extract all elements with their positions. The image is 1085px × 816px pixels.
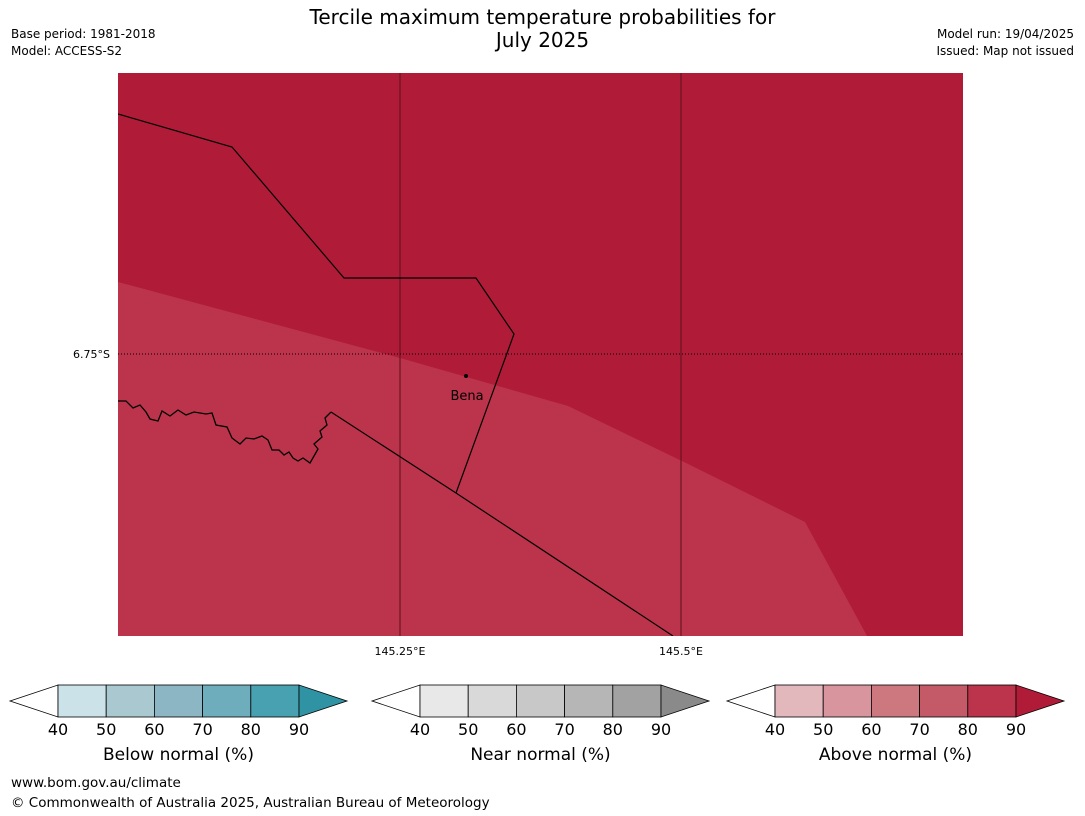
colorbar-below-normal-extend-high (298, 684, 349, 718)
legend-title-above-normal: Above normal (%) (818, 745, 973, 765)
colorbar-near-normal-segment-70 (564, 684, 614, 718)
colorbar-above-normal-tick: 50 (813, 720, 834, 739)
issued-status: Issued: Map not issued (936, 44, 1074, 58)
colorbar-near-normal-segment-60 (516, 684, 566, 718)
colorbar-above-normal-segment-60 (871, 684, 921, 718)
colorbar-near-normal-tick: 80 (602, 720, 623, 739)
footer-website[interactable]: www.bom.gov.au/climate (11, 775, 181, 791)
colorbar-below-normal-segment-80 (250, 684, 300, 718)
colorbar-near-normal-extend-low (370, 684, 421, 718)
meta-right: Model run: 19/04/2025 Issued: Map not is… (936, 26, 1074, 60)
colorbar-near-normal-tick: 40 (409, 720, 431, 739)
colorbar-below-normal-segment-60 (153, 684, 203, 718)
colorbar-below-normal-tick: 40 (47, 720, 69, 739)
colorbar-near-normal-tick: 70 (554, 720, 575, 739)
colorbar-below-normal-tick: 60 (144, 720, 165, 739)
legend-title-below-normal: Below normal (%) (103, 745, 254, 765)
colorbar-below-normal-segment-40 (57, 684, 107, 718)
colorbar-above-normal-tick: 80 (957, 720, 978, 739)
province-boundary-south (330, 411, 674, 636)
colorbar-near-normal-tick: 50 (458, 720, 479, 739)
legend-title-near-normal: Near normal (%) (470, 745, 611, 765)
probability-region-80-90 (118, 282, 867, 636)
colorbar-above-normal-segment-50 (822, 684, 872, 718)
colorbars (8, 684, 1066, 718)
model-name: Model: ACCESS-S2 (11, 44, 123, 58)
colorbar-above-normal-tick: 60 (861, 720, 882, 739)
colorbar-near-normal-segment-50 (467, 684, 517, 718)
meta-left: Base period: 1981-2018 Model: ACCESS-S2 (11, 26, 156, 60)
title-line-1: Tercile maximum temperature probabilitie… (309, 5, 776, 29)
colorbar-above-normal-segment-40 (774, 684, 824, 718)
colorbar-near-normal-segment-40 (419, 684, 469, 718)
latitude-label: 6.75°S (73, 348, 110, 361)
model-run: Model run: 19/04/2025 (936, 27, 1074, 41)
map-area (118, 73, 963, 636)
colorbar-below-normal-tick: 70 (192, 720, 213, 739)
colorbar-above-normal-tick: 40 (764, 720, 786, 739)
colorbar-above-normal-tick: 70 (909, 720, 930, 739)
colorbar-above-normal-extend-high (1015, 684, 1066, 718)
base-period: Base period: 1981-2018 (11, 27, 156, 41)
coastline-river (118, 400, 332, 464)
province-boundary-north (118, 113, 515, 494)
colorbar-below-normal-tick: 50 (96, 720, 117, 739)
footer-copyright: © Commonwealth of Australia 2025, Austra… (11, 795, 490, 811)
map-title: Tercile maximum temperature probabilitie… (0, 6, 1085, 52)
colorbar-below-normal-extend-low (8, 684, 59, 718)
colorbar-below-normal-segment-70 (202, 684, 252, 718)
colorbar-below-normal-tick: 80 (240, 720, 261, 739)
colorbar-below-normal-tick: 90 (288, 720, 310, 739)
title-line-2: July 2025 (495, 28, 590, 52)
colorbar-near-normal-segment-80 (612, 684, 662, 718)
colorbar-below-normal-segment-50 (105, 684, 155, 718)
longitude-label-145-25: 145.25°E (375, 645, 426, 658)
colorbar-near-normal-tick: 90 (650, 720, 672, 739)
colorbar-above-normal-tick: 90 (1005, 720, 1027, 739)
colorbar-near-normal-tick: 60 (506, 720, 527, 739)
place-label-bena: Bena (450, 389, 483, 404)
colorbar-above-normal-segment-70 (919, 684, 969, 718)
colorbar-near-normal-extend-high (660, 684, 711, 718)
bena-location-marker (464, 374, 468, 378)
colorbar-above-normal-extend-low (725, 684, 776, 718)
colorbar-above-normal-segment-80 (967, 684, 1017, 718)
longitude-label-145-5: 145.5°E (659, 645, 703, 658)
